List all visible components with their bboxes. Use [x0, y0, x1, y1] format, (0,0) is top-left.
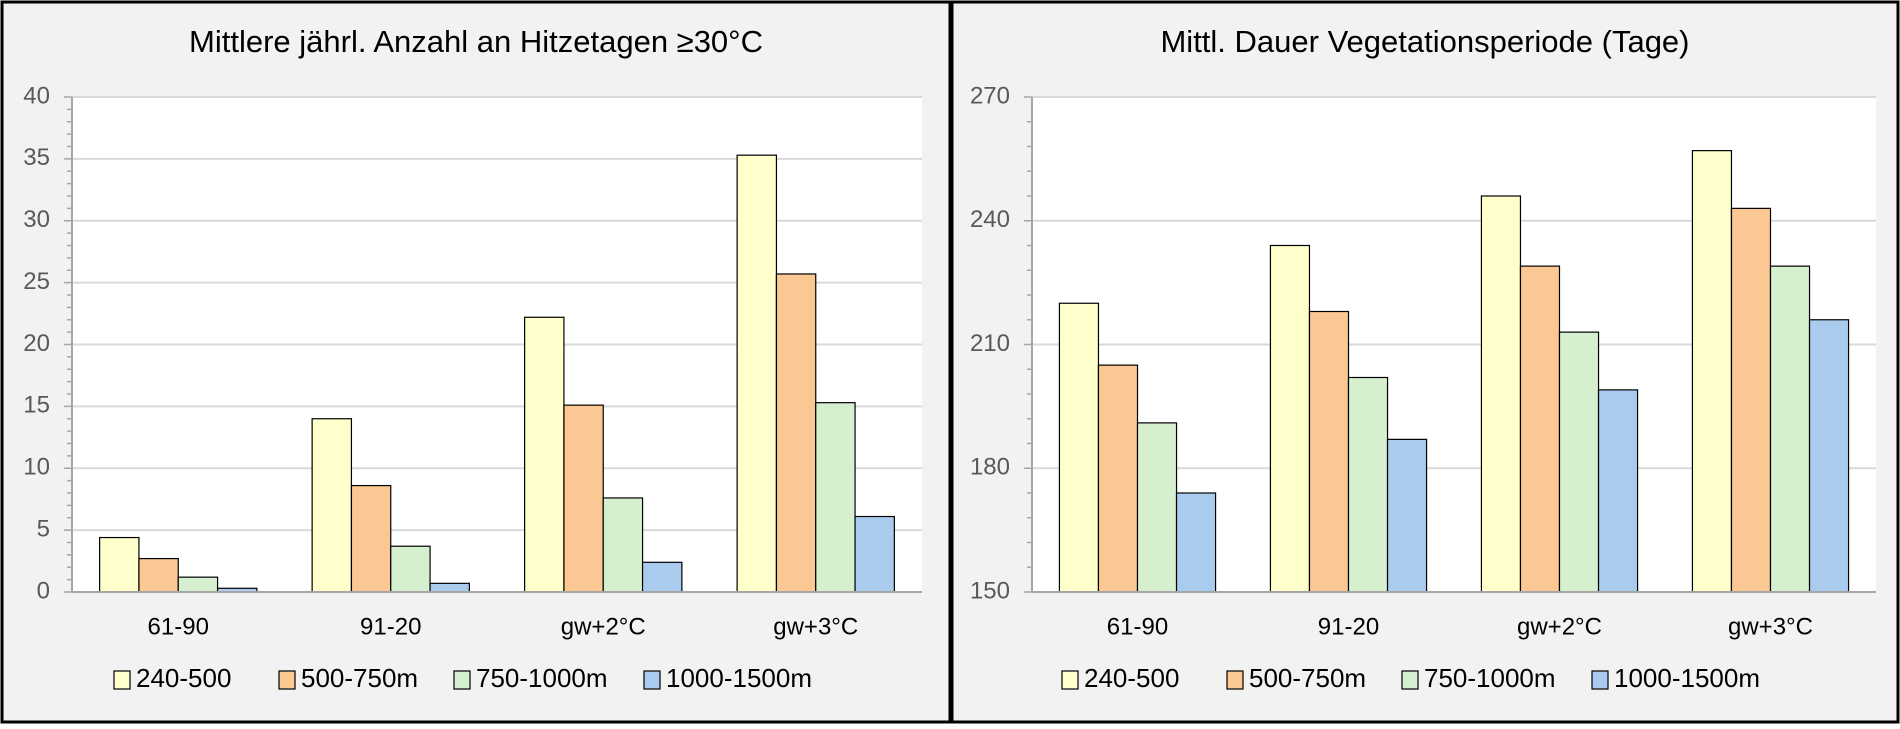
legend-label: 1000-1500m: [666, 663, 812, 693]
chart-panel-hot-days: Mittlere jährl. Anzahl an Hitzetagen ≥30…: [0, 0, 952, 724]
legend-swatch: [1401, 670, 1419, 690]
chart-title: Mittl. Dauer Vegetationsperiode (Tage): [1160, 24, 1689, 59]
y-tick-label: 10: [23, 454, 50, 481]
bar-500-750m-0: [138, 557, 179, 593]
y-tick-label: 210: [970, 330, 1010, 357]
x-tick-label: 91-20: [1318, 613, 1379, 640]
x-tick-label: 91-20: [360, 613, 421, 640]
bar-1000-1500m-0: [1175, 492, 1217, 593]
legend-swatch: [1226, 670, 1244, 690]
legend: 240-500 500-750m 750-1000m 1000-1500m: [1061, 663, 1760, 693]
y-tick-label: 0: [37, 577, 50, 604]
legend: 240-500 500-750m 750-1000m 1000-1500m: [113, 663, 812, 693]
bar-1000-1500m-3: [1808, 319, 1850, 593]
legend-label: 240-500: [1084, 663, 1179, 693]
legend-label: 240-500: [136, 663, 231, 693]
y-tick-label: 25: [23, 268, 50, 295]
bar-750-1000m-3: [1769, 265, 1811, 593]
x-tick-label: gw+3°C: [773, 613, 858, 640]
y-tick-label: 35: [23, 144, 50, 171]
bar-500-750m-1: [1308, 310, 1350, 593]
bar-750-1000m-2: [602, 497, 644, 593]
legend-label: 750-1000m: [1424, 663, 1556, 693]
bar-240-500-1: [311, 418, 353, 593]
bar-750-1000m-0: [1136, 422, 1178, 593]
bar-500-750m-0: [1097, 364, 1139, 593]
bar-500-750m-2: [1519, 265, 1561, 593]
y-tick-label: 270: [970, 82, 1010, 109]
bar-240-500-2: [524, 316, 565, 593]
legend-swatch: [278, 670, 296, 690]
x-tick-label: 61-90: [148, 613, 209, 640]
y-tick-label: 20: [23, 330, 50, 357]
legend-label: 750-1000m: [476, 663, 608, 693]
y-tick-label: 5: [37, 515, 50, 542]
legend-swatch: [1061, 670, 1079, 690]
bar-750-1000m-2: [1558, 331, 1600, 593]
bar-500-750m-3: [1730, 207, 1772, 593]
x-tick-label: 61-90: [1107, 613, 1168, 640]
chart-title: Mittlere jährl. Anzahl an Hitzetagen ≥30…: [189, 24, 763, 59]
legend-swatch: [113, 670, 131, 690]
legend-label: 1000-1500m: [1614, 663, 1760, 693]
bar-1000-1500m-1: [429, 582, 470, 593]
bar-1000-1500m-2: [1597, 389, 1639, 593]
bar-750-1000m-1: [390, 545, 431, 593]
legend-swatch: [643, 670, 661, 690]
y-tick-label: 180: [970, 454, 1010, 481]
bar-500-750m-3: [775, 273, 817, 593]
chart-panel-vegetation-period: Mittl. Dauer Vegetationsperiode (Tage) 1…: [950, 0, 1900, 724]
y-tick-label: 40: [23, 82, 50, 109]
legend-label: 500-750m: [301, 663, 418, 693]
bar-1000-1500m-3: [854, 515, 895, 593]
bar-240-500-2: [1480, 195, 1522, 593]
bars: [1058, 150, 1850, 593]
bar-1000-1500m-2: [641, 561, 683, 593]
y-tick-label: 150: [970, 577, 1010, 604]
bar-750-1000m-3: [815, 402, 856, 593]
bar-1000-1500m-1: [1386, 438, 1428, 593]
bar-240-500-3: [736, 154, 778, 593]
y-tick-label: 15: [23, 392, 50, 419]
legend-label: 500-750m: [1249, 663, 1366, 693]
x-tick-label: gw+2°C: [1517, 613, 1602, 640]
bar-500-750m-1: [350, 484, 392, 593]
y-tick-label: 30: [23, 206, 50, 233]
y-tick-label: 240: [970, 206, 1010, 233]
bar-750-1000m-1: [1347, 376, 1389, 593]
bar-750-1000m-0: [177, 576, 219, 593]
bars: [99, 154, 895, 593]
x-tick-label: gw+2°C: [561, 613, 646, 640]
bar-240-500-0: [1058, 302, 1100, 593]
x-tick-label: gw+3°C: [1728, 613, 1813, 640]
y-axis-ticks: 0 5 10 15 20 25 30 35 40: [23, 82, 72, 604]
legend-swatch: [453, 670, 471, 690]
y-axis-ticks: 150 180 210 240 270: [970, 82, 1032, 604]
bar-240-500-3: [1691, 150, 1733, 593]
bar-240-500-0: [99, 536, 140, 593]
legend-swatch: [1591, 670, 1609, 690]
bar-500-750m-2: [563, 404, 604, 593]
bar-240-500-1: [1269, 244, 1311, 593]
